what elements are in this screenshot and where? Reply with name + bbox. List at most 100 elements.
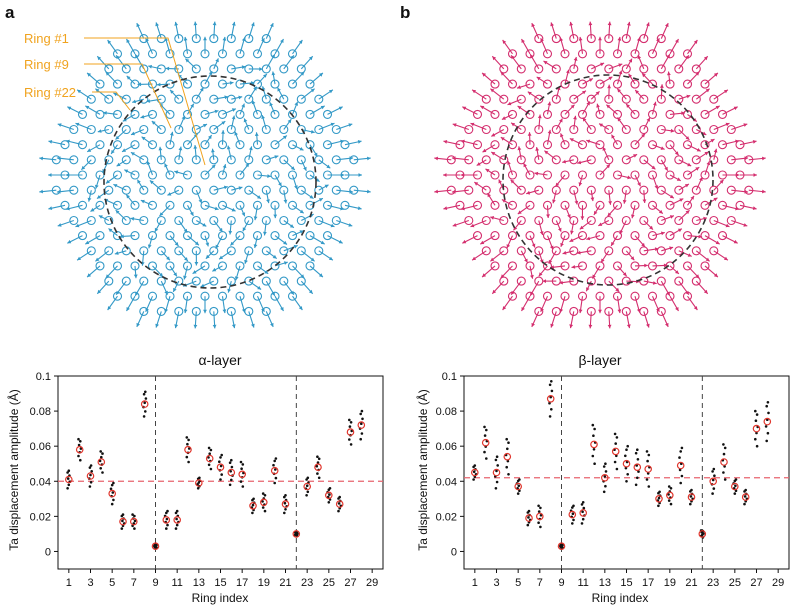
sample-dot: [166, 509, 169, 513]
mean-marker: [687, 493, 696, 501]
displacement-arrow: [491, 55, 509, 74]
sample-dot: [284, 494, 287, 497]
displacement-arrow: [136, 22, 149, 44]
y-tick-label: 0.06: [436, 441, 457, 453]
displacement-arrow: [500, 261, 518, 279]
ring-data-point: [292, 530, 301, 538]
displacement-arrow: [709, 148, 719, 165]
ring-data-point: [151, 542, 160, 551]
displacement-arrow: [612, 261, 628, 277]
displacement-arrow: [542, 231, 554, 250]
displacement-arrow: [548, 246, 561, 264]
displacement-arrow: [154, 215, 166, 233]
sample-dot: [765, 404, 768, 408]
displacement-arrow: [647, 200, 664, 215]
sample-dot: [316, 455, 319, 459]
sample-dot: [89, 481, 93, 484]
displacement-arrow: [516, 79, 535, 89]
displacement-arrow: [209, 215, 224, 233]
displacement-arrow: [174, 215, 188, 234]
displacement-arrow: [209, 185, 228, 195]
displacement-arrow: [639, 22, 650, 44]
displacement-arrow: [331, 123, 353, 135]
displacement-arrow: [349, 155, 371, 165]
mean-marker: [259, 498, 268, 507]
displacement-arrow: [287, 39, 303, 59]
displacement-arrow: [569, 21, 579, 44]
displacement-arrow: [460, 170, 483, 180]
displacement-arrow: [287, 170, 298, 190]
displacement-arrow: [434, 155, 456, 165]
displacement-arrow: [174, 146, 184, 165]
mean-marker: [611, 447, 620, 456]
displacement-arrow: [200, 70, 213, 89]
displacement-arrow: [67, 231, 88, 244]
displacement-arrow: [200, 231, 210, 247]
sample-dot: [165, 517, 169, 521]
sample-dot: [79, 440, 82, 443]
displacement-arrow: [151, 120, 166, 135]
sample-dot: [711, 478, 715, 482]
x-tick-label: 7: [537, 577, 543, 589]
displacement-arrow: [86, 185, 96, 202]
ring-leader-9: [84, 63, 172, 129]
sample-dot: [261, 500, 264, 503]
sample-dot: [548, 415, 552, 418]
sample-dot: [110, 502, 114, 506]
mean-marker: [227, 468, 236, 477]
chart-title: α-layer: [198, 352, 241, 368]
ring-data-point: [741, 488, 750, 506]
displacement-arrow: [200, 36, 210, 59]
mean-marker: [173, 516, 182, 524]
displacement-arrow: [502, 291, 518, 311]
displacement-arrow: [191, 21, 201, 44]
displacement-arrow: [536, 76, 553, 89]
ring-data-point: [763, 401, 772, 443]
ring-data-point: [195, 476, 203, 490]
displacement-arrow: [460, 139, 483, 150]
sample-dot: [539, 514, 543, 517]
sample-dot: [90, 470, 93, 473]
displacement-arrow: [121, 140, 140, 153]
displacement-arrow: [682, 195, 695, 210]
ring-data-point: [611, 432, 620, 471]
sample-dot: [133, 527, 136, 530]
displacement-arrow: [65, 139, 88, 150]
displacement-arrow: [482, 140, 500, 153]
displacement-arrow: [134, 53, 149, 74]
sample-dot: [348, 425, 352, 428]
displacement-arrow: [569, 231, 588, 243]
displacement-arrow: [490, 246, 509, 262]
displacement-arrow: [165, 64, 184, 74]
mean-marker: [238, 470, 247, 479]
sample-dot: [132, 522, 136, 525]
displacement-arrow: [471, 246, 491, 261]
displacement-arrow: [513, 215, 526, 231]
displacement-arrow: [191, 87, 204, 104]
sample-dot: [755, 444, 759, 448]
sample-dot: [593, 462, 596, 466]
mean-marker: [720, 458, 728, 466]
sample-dot: [689, 495, 693, 498]
mean-marker: [622, 459, 631, 468]
displacement-arrow: [182, 261, 193, 280]
displacement-arrow: [625, 103, 640, 119]
displacement-arrow: [647, 231, 665, 241]
displacement-arrow: [551, 185, 561, 204]
displacement-arrow: [314, 246, 334, 261]
mean-marker: [86, 472, 95, 480]
alpha-layer-chart: α-layer Ta displacement amplitude (Å) Ri…: [6, 352, 384, 605]
displacement-arrow: [305, 72, 324, 89]
sample-dot: [743, 495, 747, 498]
displacement-arrow: [434, 185, 456, 195]
displacement-arrow: [665, 228, 683, 241]
displacement-arrow: [209, 306, 219, 329]
displacement-arrow: [174, 306, 184, 329]
sample-dot: [131, 513, 134, 516]
displacement-arrow: [569, 306, 579, 329]
sample-dot: [175, 517, 178, 521]
displacement-arrow: [107, 291, 123, 311]
displacement-arrow: [97, 124, 114, 135]
sample-dot: [230, 458, 233, 462]
ring-data-point: [205, 446, 214, 471]
